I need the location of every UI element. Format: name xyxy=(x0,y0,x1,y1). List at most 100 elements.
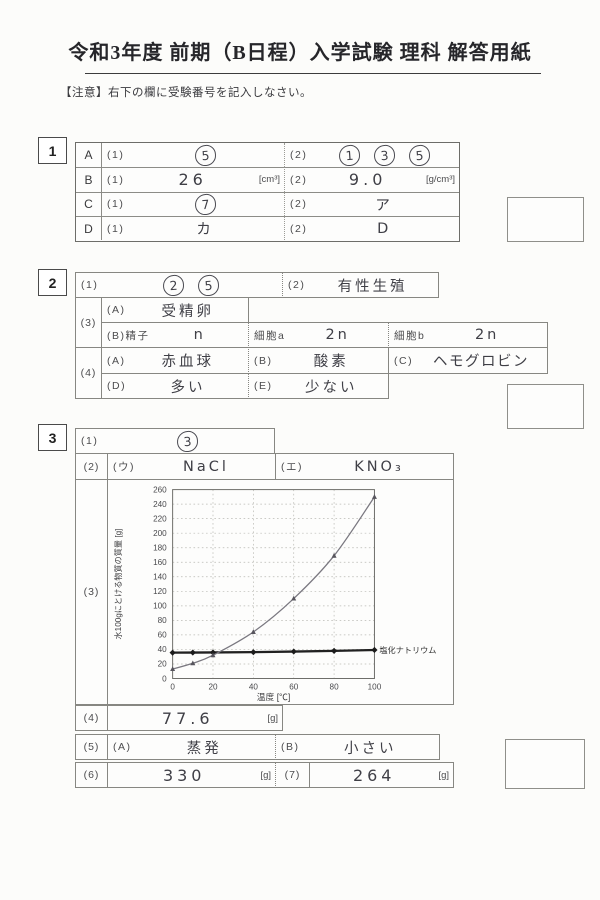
series-label: 塩化ナトリウム xyxy=(379,645,436,655)
y-tick-label: 160 xyxy=(153,558,167,567)
question-label: (2) xyxy=(75,453,108,480)
question-label: (4) xyxy=(75,347,102,399)
question-label: (2) xyxy=(290,222,308,235)
question-label: (A) xyxy=(113,741,132,753)
answer-cell: (E) 少ない xyxy=(248,373,389,399)
handwritten-answer: 受精卵 xyxy=(161,303,214,320)
answer-cell: 330 [g] xyxy=(107,762,276,788)
answer-cell: (D) 多い xyxy=(101,373,249,399)
handwritten-answer: 5 xyxy=(126,143,284,167)
chart-cell: 0 20 40 60 80 100 120 140 160 180 200 220 240 260 0 20 4… xyxy=(107,479,454,705)
x-tick-label: 60 xyxy=(289,682,299,691)
answer-cell: (B) 酸素 xyxy=(248,347,389,374)
question-label: (D) xyxy=(107,380,127,392)
handwritten-answer: 赤血球 xyxy=(161,354,214,370)
score-box xyxy=(507,197,584,242)
y-tick-label: 60 xyxy=(158,631,168,640)
circled-answer: 2 xyxy=(162,273,185,297)
circled-answer: 5 xyxy=(197,273,220,297)
question-label: (ウ) xyxy=(113,461,135,473)
handwritten-answer: 330 xyxy=(162,765,206,785)
answer-cell: (A) 赤血球 xyxy=(101,347,249,374)
handwritten-answer: 9.0 xyxy=(348,170,387,190)
question-label: (3) xyxy=(75,297,102,348)
section-3-number: 3 xyxy=(38,424,67,451)
handwritten-answer: ヘモグロビン xyxy=(433,354,530,370)
solubility-chart-svg: 0 20 40 60 80 100 120 140 160 180 200 220 240 260 0 20 4… xyxy=(113,485,436,701)
question-label: (1) xyxy=(107,173,125,186)
diamond-marker xyxy=(371,646,378,654)
question-label: 細胞a xyxy=(254,329,286,342)
handwritten-answer: ア xyxy=(375,197,393,214)
diamond-marker xyxy=(189,649,196,656)
triangle-marker xyxy=(250,629,256,634)
handwritten-answer: 3 xyxy=(100,429,274,453)
x-tick-label: 0 xyxy=(170,682,175,691)
question-label: (1) xyxy=(107,198,125,211)
question-label: (A) xyxy=(107,354,126,367)
handwritten-answer: 26 xyxy=(178,170,207,190)
answer-cell: 77.6 [g] xyxy=(107,705,283,731)
y-tick-label: 20 xyxy=(158,660,168,669)
question-label: (B) xyxy=(254,354,273,367)
handwritten-answer: KNO₃ xyxy=(354,458,404,475)
question-label: (1) xyxy=(81,279,99,291)
handwritten-answer: 有性生殖 xyxy=(337,278,408,295)
answer-cell: 細胞b 2n xyxy=(388,322,548,348)
y-tick-label: 80 xyxy=(158,616,168,625)
question-label: (2) xyxy=(290,149,308,162)
answer-cell: (1) 3 xyxy=(75,428,275,454)
y-axis-label: 水100gにとける物質の質量 [g] xyxy=(113,529,123,640)
answer-cell: (エ) KNO₃ xyxy=(275,453,454,480)
y-tick-label: 180 xyxy=(153,544,167,553)
answer-cell: (A) 蒸発 xyxy=(107,734,276,760)
score-box xyxy=(507,384,584,429)
handwritten-answer: D xyxy=(377,220,392,237)
unit-label: [g] xyxy=(267,712,278,724)
hand-drawn-curve xyxy=(172,496,375,670)
circled-answer: 7 xyxy=(193,193,217,216)
answer-cell: (2) ア xyxy=(284,191,459,216)
diamond-marker xyxy=(290,648,297,655)
y-tick-label: 240 xyxy=(153,500,167,509)
header: 令和3年度 前期（B日程）入学試験 理科 解答用紙 xyxy=(0,36,600,65)
section-2-number: 2 xyxy=(38,269,67,296)
answer-cell: (1) 7 xyxy=(102,191,284,216)
triangle-marker xyxy=(170,666,176,672)
question-label: (1) xyxy=(81,435,99,447)
question-label: (3) xyxy=(75,479,108,705)
question-label: (2) xyxy=(290,173,308,186)
examinee-number-box xyxy=(505,739,585,789)
answer-cell: (B)精子 n xyxy=(101,322,249,348)
y-tick-label: 100 xyxy=(153,602,167,611)
y-tick-label: 200 xyxy=(153,529,167,538)
answer-cell: (1) カ xyxy=(102,215,284,240)
question-label: (1) xyxy=(107,149,125,162)
handwritten-answer: カ xyxy=(196,222,214,239)
circled-answer: 1 xyxy=(337,143,361,167)
circled-answer: 3 xyxy=(372,143,396,167)
section-1-number: 1 xyxy=(38,137,67,164)
question-label: (5) xyxy=(75,734,108,760)
handwritten-answer: NaCl xyxy=(183,458,229,475)
triangle-marker xyxy=(210,652,216,658)
plot-border xyxy=(172,489,375,679)
question-label: (A) xyxy=(107,304,126,316)
question-label: (E) xyxy=(254,380,273,392)
answer-cell: (2) D xyxy=(284,215,459,241)
answer-cell: (2) 9.0 [g/cm³] xyxy=(284,167,459,192)
y-tick-label: 140 xyxy=(153,573,167,582)
question-label: (B) xyxy=(281,741,300,753)
triangle-marker xyxy=(331,552,337,558)
x-tick-label: 80 xyxy=(330,682,340,691)
question-label: (2) xyxy=(288,279,306,291)
question-label: (B)精子 xyxy=(107,329,150,342)
triangle-marker xyxy=(371,494,377,499)
circled-answer: 3 xyxy=(175,429,199,453)
row-label: C xyxy=(76,191,102,216)
y-tick-label: 120 xyxy=(153,587,167,596)
y-tick-label: 260 xyxy=(153,485,167,494)
